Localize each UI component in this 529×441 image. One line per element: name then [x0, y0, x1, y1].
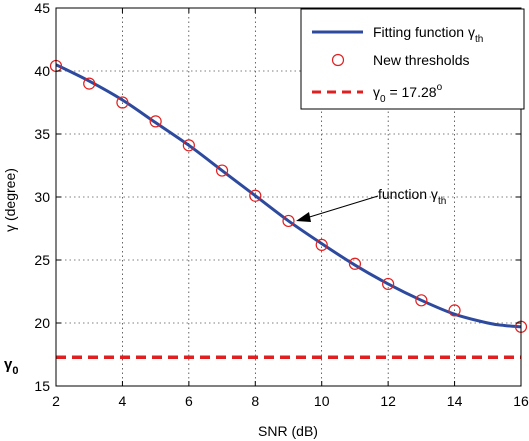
threshold-point: [348, 257, 362, 270]
x-tick-label: 6: [185, 393, 193, 409]
threshold-point: [282, 214, 295, 228]
gamma0-axis-subscript: 0: [12, 365, 18, 377]
y-tick-label: 30: [34, 189, 50, 205]
svg-text:Fitting function γth: Fitting function γth: [373, 24, 483, 45]
threshold-point: [116, 96, 129, 109]
threshold-point: [315, 238, 328, 251]
x-tick-label: 2: [52, 393, 60, 409]
x-tick-label: 4: [119, 393, 127, 409]
svg-text:γ0 = 17.28o: γ0 = 17.28o: [373, 82, 443, 105]
y-tick-label: 20: [34, 315, 50, 331]
x-tick-label: 16: [513, 393, 529, 409]
legend-gamma0-value: = 17.28: [386, 84, 437, 100]
legend-gamma0-subscript: 0: [380, 94, 386, 105]
gamma0-axis-symbol: γ: [4, 356, 13, 373]
svg-text:function γth: function γth: [378, 186, 446, 207]
y-tick-label: 35: [34, 126, 50, 142]
fitting-curve: [55, 63, 522, 329]
annotation-subscript: th: [438, 196, 446, 207]
threshold-point: [249, 189, 262, 202]
x-axis-label: SNR (dB): [258, 423, 318, 439]
legend: Fitting function γth New thresholds γ0 =…: [300, 8, 525, 110]
threshold-point: [215, 164, 229, 177]
y-tick-label: 40: [34, 63, 50, 79]
threshold-point: [182, 139, 195, 152]
x-tick-label: 8: [251, 393, 259, 409]
annotation-text: function γ: [378, 186, 438, 202]
threshold-point: [149, 115, 162, 128]
threshold-point: [448, 304, 461, 317]
y-tick-label: 25: [34, 252, 50, 268]
svg-text:γ0: γ0: [4, 356, 18, 377]
threshold-point: [83, 77, 96, 90]
legend-fit-label: Fitting function γ: [373, 24, 475, 40]
annotation-arrowhead: [296, 212, 311, 222]
legend-gamma0-symbol: γ: [373, 84, 380, 100]
legend-fit-subscript: th: [475, 34, 483, 45]
y-axis-label: γ (degree): [2, 168, 18, 232]
threshold-point: [382, 277, 395, 291]
legend-threshold-swatch: [331, 53, 345, 67]
threshold-markers: [49, 59, 528, 333]
x-tick-label: 10: [314, 393, 330, 409]
annotation-arrow: [302, 195, 379, 220]
x-tick-label: 12: [380, 393, 396, 409]
legend-threshold-label: New thresholds: [373, 52, 470, 68]
gamma0-axis-label: γ0: [4, 356, 18, 377]
legend-box: [300, 8, 525, 110]
y-tick-label: 45: [34, 0, 50, 16]
legend-gamma0-superscript: o: [437, 82, 443, 93]
y-tick-label: 15: [34, 378, 50, 394]
threshold-point: [415, 294, 428, 307]
x-tick-label: 14: [447, 393, 463, 409]
annotation: function γth: [296, 186, 446, 222]
